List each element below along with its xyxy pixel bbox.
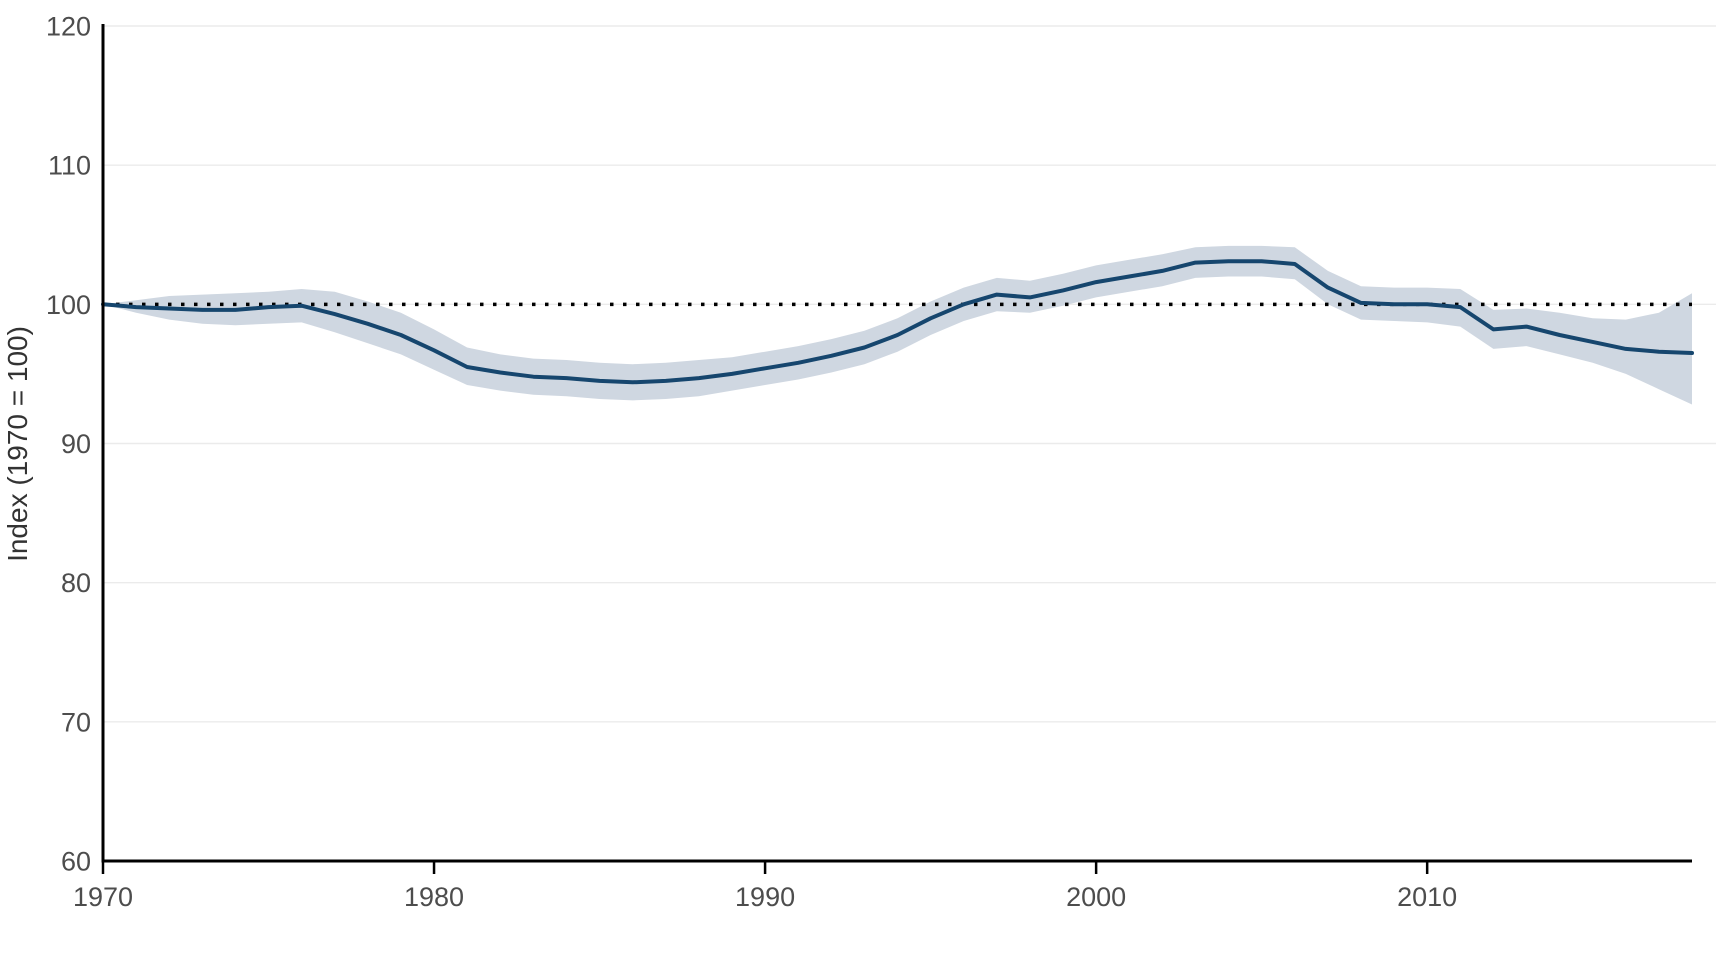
y-tick-label: 70 (61, 707, 91, 737)
y-tick-label: 90 (61, 429, 91, 459)
tick-labels-layer: 1970 1980 1990 2000 2010 60 70 80 90 100 110 120 (46, 12, 1457, 913)
x-tick-label: 1990 (735, 882, 795, 912)
series-line-layer (101, 259, 1694, 385)
y-tick-label: 80 (61, 568, 91, 598)
x-tick-label: 2000 (1066, 882, 1126, 912)
x-tick-label: 1970 (73, 882, 133, 912)
confidence-band (103, 245, 1692, 405)
axes-layer (101, 24, 1692, 874)
x-tick-label: 2010 (1397, 882, 1457, 912)
index-line (101, 259, 1694, 385)
y-tick-label: 110 (48, 151, 91, 181)
y-tick-label: 60 (61, 847, 91, 877)
x-tick-label: 1980 (404, 882, 464, 912)
confidence-band-layer (103, 245, 1692, 405)
gridlines-layer (103, 25, 1716, 723)
y-axis-title: Index (1970 = 100) (2, 326, 33, 562)
y-tick-label: 100 (46, 290, 91, 320)
y-tick-label: 120 (46, 12, 91, 42)
